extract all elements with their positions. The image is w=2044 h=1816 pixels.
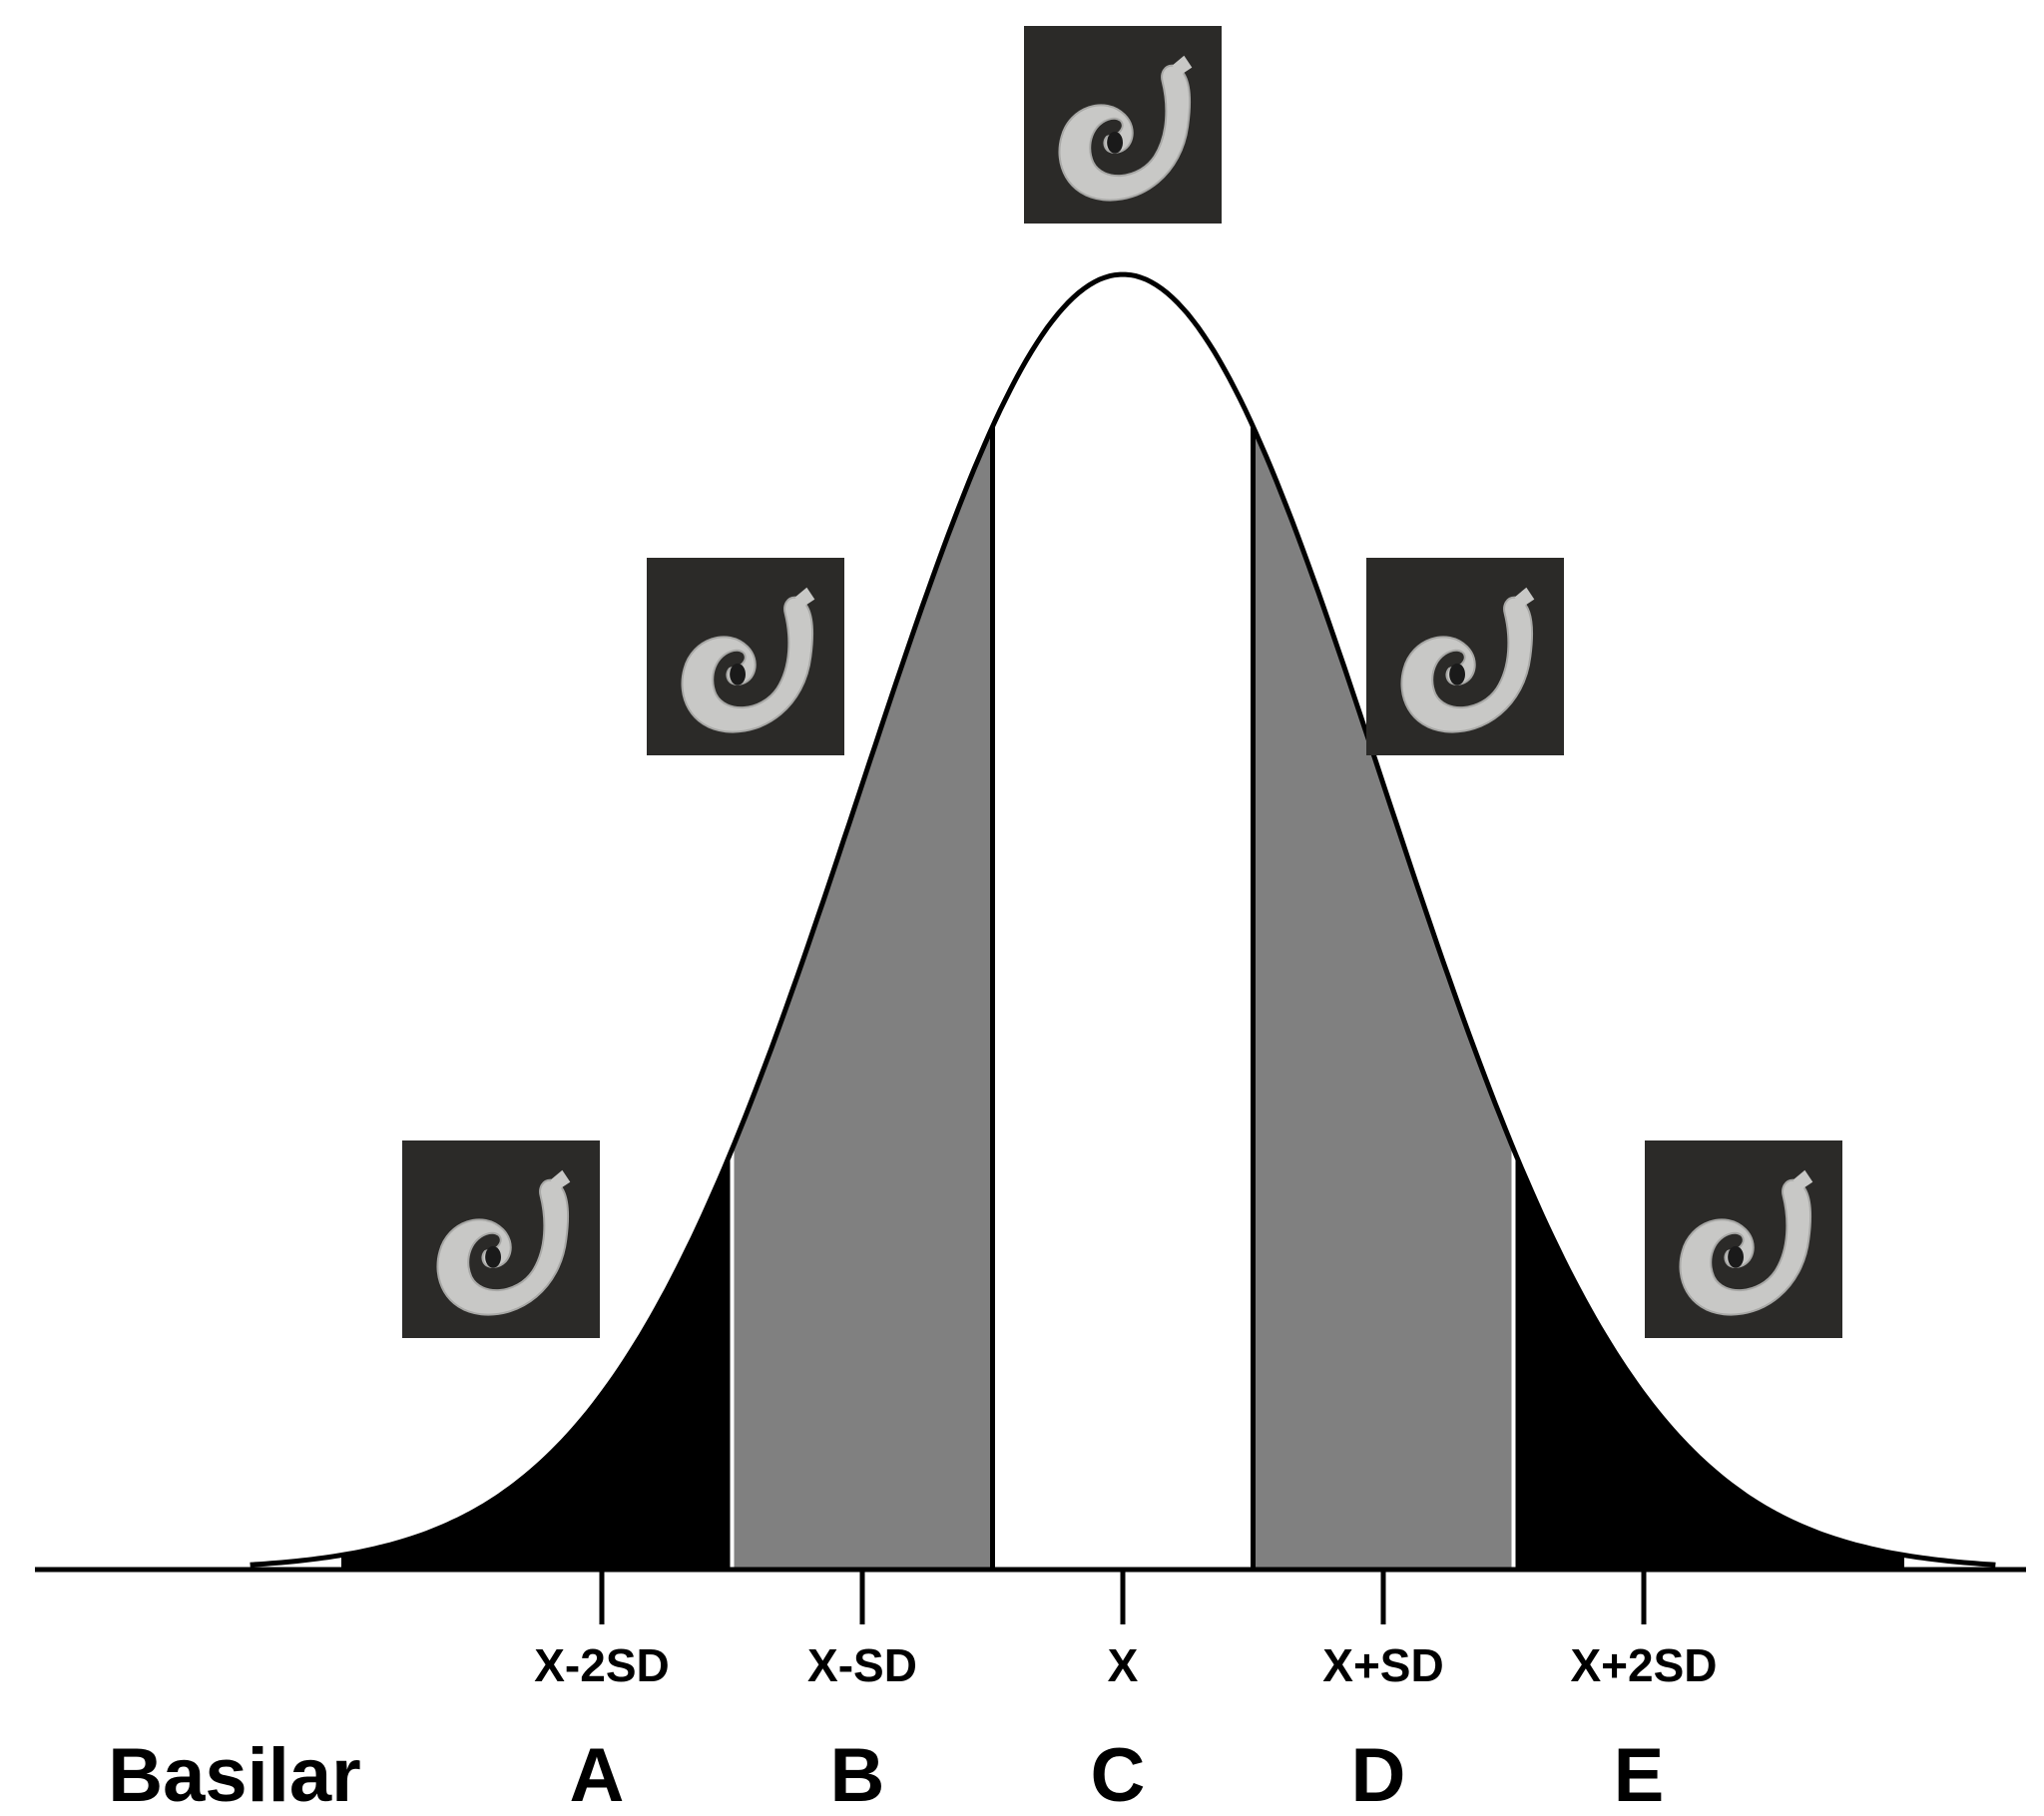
zone-e-area	[1513, 1148, 1904, 1570]
cochlea-image-b	[647, 558, 844, 755]
bell-curve-outline	[250, 271, 1996, 1568]
zone-b-area	[732, 426, 993, 1570]
zone-a-area	[341, 1148, 733, 1570]
cochlea-image-c	[1024, 26, 1222, 224]
cochlea-image-a	[402, 1140, 600, 1338]
tick-label-x-plus-2sd: X+2SD	[1570, 1639, 1717, 1691]
cochlea-image-e	[1645, 1140, 1842, 1338]
tick-label-x-plus-sd: X+SD	[1322, 1639, 1443, 1691]
cochlea-image-d	[1366, 558, 1564, 755]
tick-label-x-minus-sd: X-SD	[807, 1639, 917, 1691]
zone-label-e: E	[1614, 1733, 1665, 1816]
zone-label-d: D	[1351, 1733, 1406, 1816]
zone-label-a: A	[570, 1733, 625, 1816]
zone-label-b: B	[830, 1733, 885, 1816]
distribution-zones	[341, 274, 1904, 1570]
row-label-basilar: Basilar	[108, 1733, 361, 1816]
zone-d-area	[1253, 426, 1514, 1570]
zone-labels: Basilar A B C D E	[108, 1733, 1664, 1816]
tick-label-x-minus-2sd: X-2SD	[534, 1639, 669, 1691]
tick-label-x-mean: X	[1108, 1639, 1139, 1691]
x-axis-ticks	[599, 1570, 1647, 1624]
zone-c-area	[992, 274, 1254, 1570]
zone-label-c: C	[1091, 1733, 1146, 1816]
x-axis-tick-labels: X-2SD X-SD X X+SD X+2SD	[534, 1639, 1717, 1691]
